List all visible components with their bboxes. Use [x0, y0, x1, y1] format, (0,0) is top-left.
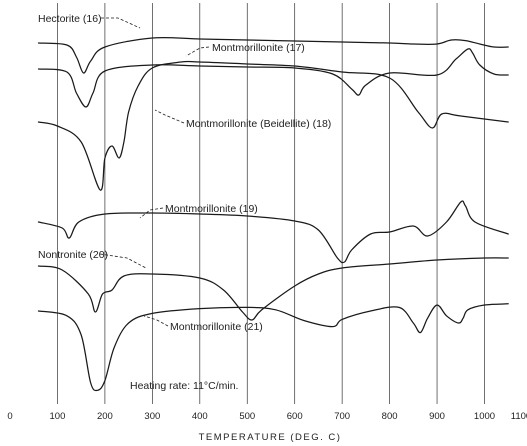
- x-tick-label-0: 0: [7, 411, 12, 422]
- x-axis-title: TEMPERATURE (DEG. C): [199, 432, 342, 443]
- leader-hectorite-16: [101, 17, 141, 29]
- x-tick-label-600: 600: [287, 411, 303, 422]
- label-layer: Hectorite (16) Montmorillonite (17) Mont…: [38, 13, 342, 443]
- x-tick-label-200: 200: [97, 411, 113, 422]
- leader-montmorillonite-19: [139, 207, 164, 219]
- leader-montmorillonite-21: [143, 315, 169, 327]
- x-tick-label-500: 500: [239, 411, 255, 422]
- heating-rate-annotation: Heating rate: 11°C/min.: [130, 380, 238, 392]
- x-tick-label-100: 100: [50, 411, 66, 422]
- leader-layer: [99, 17, 210, 327]
- x-axis-ticks: 0 100 200 300 400 500 600 700 800 900 1000 1100: [7, 411, 527, 422]
- x-tick-label-400: 400: [192, 411, 208, 422]
- series-label-montmorillonite-beidellite-18: Montmorillonite (Beidellite) (18): [186, 118, 331, 130]
- x-tick-label-1000: 1000: [474, 411, 495, 422]
- series-line-3: [37, 60, 509, 191]
- series-line-2: [37, 48, 509, 108]
- series-label-nontronite-20: Nontronite (20): [38, 249, 108, 261]
- x-tick-label-1100: 1100: [511, 411, 527, 422]
- leader-montmorillonite-18: [154, 109, 185, 124]
- series-line-4: [37, 200, 509, 264]
- grid-layer: [57, 3, 485, 404]
- series-label-montmorillonite-19: Montmorillonite (19): [165, 203, 258, 215]
- curve-layer: [37, 36, 509, 392]
- series-label-montmorillonite-17: Montmorillonite (17): [212, 42, 305, 54]
- series-line-6: [37, 303, 509, 392]
- x-tick-label-300: 300: [144, 411, 160, 422]
- series-label-hectorite-16: Hectorite (16): [38, 13, 102, 25]
- leader-nontronite-20: [99, 253, 147, 269]
- series-line-1: [37, 36, 509, 74]
- x-tick-label-900: 900: [429, 411, 445, 422]
- series-label-montmorillonite-21: Montmorillonite (21): [170, 321, 263, 333]
- x-tick-label-800: 800: [382, 411, 398, 422]
- x-tick-label-700: 700: [334, 411, 350, 422]
- series-line-5: [37, 257, 509, 321]
- leader-montmorillonite-17: [185, 46, 210, 57]
